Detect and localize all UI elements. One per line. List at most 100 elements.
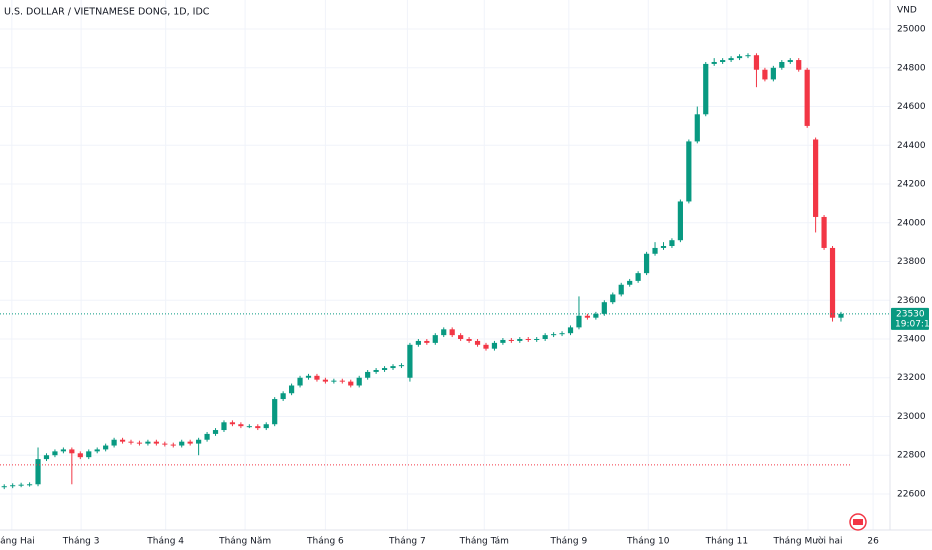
axis-unit: VND (897, 6, 917, 16)
y-tick-label: 24800 (897, 63, 926, 73)
candle-body (339, 380, 345, 382)
candle-body (187, 441, 193, 444)
candle-body (390, 366, 396, 369)
candle-body (280, 393, 286, 400)
candle-body (829, 247, 836, 318)
candle-body (314, 375, 320, 380)
candle-body (145, 441, 151, 444)
candle-body (170, 444, 176, 446)
candle-body (627, 280, 633, 285)
candle-body (162, 443, 168, 445)
y-tick-label: 24400 (897, 141, 926, 151)
candle-body (770, 67, 776, 80)
candle-body (618, 284, 624, 295)
candle-body (635, 273, 641, 281)
candle-body (69, 449, 75, 454)
candle-body (728, 58, 734, 61)
candle-body (669, 240, 675, 247)
candle-body (787, 60, 793, 62)
y-tick-label: 23200 (897, 373, 926, 383)
candle-body (449, 329, 455, 336)
chart-title: U.S. DOLLAR / VIETNAMESE DONG, 1D, IDC (4, 7, 210, 18)
candle-body (821, 216, 827, 248)
x-tick-label: Tháng 6 (306, 537, 344, 547)
candle-body (551, 334, 557, 336)
candle-body (753, 55, 760, 70)
candle-body (584, 315, 591, 318)
candle-body (559, 333, 565, 335)
price-tag-label: 23530 (896, 309, 925, 319)
x-tick-label: Tháng 10 (626, 537, 670, 547)
candle-body (720, 60, 726, 62)
y-tick-label: 24200 (897, 180, 926, 190)
price-tag (891, 307, 929, 330)
candle-body (288, 385, 295, 394)
y-tick-label: 23600 (897, 296, 926, 306)
candle-body (441, 329, 447, 336)
candle-body (703, 63, 709, 115)
grid (0, 0, 890, 530)
candle-body (686, 141, 692, 202)
candle-body (508, 339, 514, 341)
candle-body (60, 449, 66, 452)
candle-body (238, 424, 244, 427)
candle-body (567, 327, 574, 334)
candle-body (660, 246, 667, 248)
candle-body (542, 335, 548, 339)
countdown-label: 19:07:19 (895, 319, 932, 329)
candle-body (474, 340, 481, 345)
x-tick-label: Tháng 4 (146, 537, 184, 547)
candle-body (94, 449, 100, 452)
candle-body (322, 379, 329, 382)
candle-body (305, 375, 312, 378)
y-tick-label: 23000 (897, 412, 926, 422)
candle-body (77, 453, 83, 458)
x-tick-label: Tháng Năm (218, 537, 271, 547)
candle-body (677, 201, 683, 241)
candle-body (136, 442, 143, 444)
candle-body (643, 253, 650, 274)
x-tick-label: Tháng Tám (459, 537, 509, 547)
x-tick-label: Tháng Hai (0, 537, 35, 547)
candle-body (432, 335, 438, 343)
candle-body (796, 60, 802, 70)
candle-body (736, 56, 743, 59)
candle-body (483, 344, 489, 349)
x-tick-label: Tháng Mười hai (772, 536, 842, 547)
candle-body (348, 381, 354, 386)
candle-body (153, 441, 159, 444)
y-tick-label: 22600 (897, 489, 926, 499)
x-tick-label: Tháng 11 (705, 537, 748, 547)
candle-body (35, 459, 41, 485)
x-tick-label: 26 (867, 537, 879, 547)
candle-body (466, 338, 472, 341)
candle-body (601, 302, 607, 314)
candle-body (103, 445, 109, 450)
candle-body (415, 340, 421, 345)
candle-body (1, 486, 7, 488)
candle-body (813, 139, 819, 217)
candle-body (43, 455, 50, 460)
candle-body (407, 344, 413, 378)
candle-body (381, 368, 388, 370)
candle-body (424, 340, 430, 343)
y-tick-label: 23400 (897, 334, 926, 344)
candle-body (263, 424, 269, 429)
candle-body (204, 433, 210, 440)
candle-body (610, 294, 616, 303)
candle-body (18, 484, 24, 486)
candle-body (838, 313, 844, 318)
candle-body (128, 441, 134, 443)
candle-body (711, 61, 717, 64)
candle-body (356, 377, 362, 386)
candle-body (221, 422, 227, 431)
candle-body (255, 426, 261, 429)
y-tick-label: 24000 (897, 218, 926, 228)
candle-body (297, 377, 303, 386)
candle-body (373, 369, 379, 372)
candle-body (525, 338, 531, 340)
x-tick-label: Tháng 3 (62, 537, 100, 547)
candle-body (762, 69, 768, 80)
candle-body (593, 313, 599, 318)
